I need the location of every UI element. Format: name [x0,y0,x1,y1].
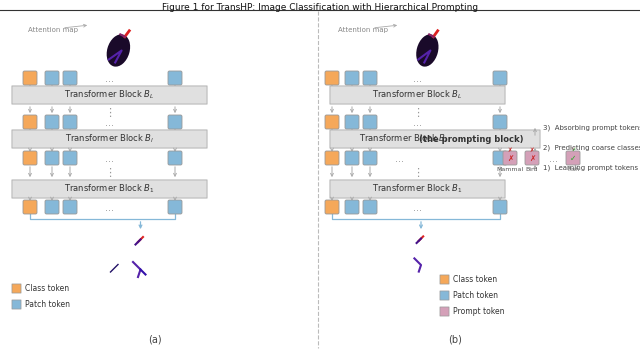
Text: Attention map: Attention map [338,27,388,33]
Text: 2)  Predicting coarse classes: 2) Predicting coarse classes [543,145,640,151]
Text: ...: ... [106,118,115,128]
Text: Bird: Bird [525,167,538,172]
FancyBboxPatch shape [45,200,59,214]
FancyBboxPatch shape [330,86,505,104]
FancyBboxPatch shape [168,71,182,85]
Text: Transformer Block $B_{l}$: Transformer Block $B_{l}$ [65,133,154,145]
Text: Transformer Block $B_{1}$: Transformer Block $B_{1}$ [64,183,155,195]
FancyBboxPatch shape [63,115,77,129]
Text: Figure 1 for TransHP: Image Classification with Hierarchical Prompting: Figure 1 for TransHP: Image Classificati… [162,3,478,12]
FancyBboxPatch shape [23,71,37,85]
Text: Class token: Class token [453,275,497,284]
FancyBboxPatch shape [168,200,182,214]
Text: ✓: ✓ [570,154,576,163]
Text: Patch token: Patch token [25,300,70,309]
Text: ✗: ✗ [508,147,512,152]
FancyBboxPatch shape [325,71,339,85]
FancyBboxPatch shape [23,151,37,165]
FancyBboxPatch shape [363,71,377,85]
FancyBboxPatch shape [12,180,207,198]
Text: ✗: ✗ [507,154,513,163]
Text: Transformer Block $B_{l}$: Transformer Block $B_{l}$ [359,133,448,145]
Text: ...: ... [106,154,115,164]
FancyBboxPatch shape [45,151,59,165]
Text: 1)  Learning prompt tokens: 1) Learning prompt tokens [543,165,638,171]
Text: ✗: ✗ [529,154,535,163]
FancyBboxPatch shape [45,115,59,129]
Text: ⋮: ⋮ [104,168,115,178]
Text: Transformer Block $B_{L}$: Transformer Block $B_{L}$ [372,89,463,101]
FancyBboxPatch shape [63,200,77,214]
Text: ⋮: ⋮ [412,108,423,118]
FancyBboxPatch shape [345,115,359,129]
FancyBboxPatch shape [440,307,449,316]
Text: 3)  Absorbing prompt tokens: 3) Absorbing prompt tokens [543,125,640,131]
Text: Patch token: Patch token [453,291,498,300]
Text: ...: ... [413,203,422,213]
FancyBboxPatch shape [345,151,359,165]
FancyBboxPatch shape [45,71,59,85]
FancyBboxPatch shape [566,151,580,165]
FancyBboxPatch shape [525,151,539,165]
FancyBboxPatch shape [363,115,377,129]
Text: ...: ... [413,74,422,84]
Text: ⋮: ⋮ [104,108,115,118]
FancyBboxPatch shape [168,151,182,165]
Text: ...: ... [106,203,115,213]
FancyBboxPatch shape [325,115,339,129]
Text: Fish: Fish [567,167,579,172]
Text: ✓: ✓ [571,147,575,152]
FancyBboxPatch shape [345,71,359,85]
FancyBboxPatch shape [345,200,359,214]
FancyBboxPatch shape [12,300,21,309]
Text: (the prompting block): (the prompting block) [419,134,524,144]
Text: (a): (a) [148,335,162,345]
FancyBboxPatch shape [440,291,449,300]
FancyBboxPatch shape [168,115,182,129]
Text: ⋮: ⋮ [412,168,423,178]
Text: Transformer Block $B_{1}$: Transformer Block $B_{1}$ [372,183,463,195]
FancyBboxPatch shape [493,71,507,85]
Text: ...: ... [106,74,115,84]
FancyBboxPatch shape [330,130,540,148]
FancyBboxPatch shape [63,71,77,85]
FancyBboxPatch shape [330,180,505,198]
FancyBboxPatch shape [363,151,377,165]
FancyBboxPatch shape [503,151,517,165]
FancyBboxPatch shape [493,115,507,129]
FancyBboxPatch shape [12,130,207,148]
Ellipse shape [107,34,130,67]
FancyBboxPatch shape [325,200,339,214]
Text: (b): (b) [448,335,462,345]
Text: ...: ... [548,154,557,164]
FancyBboxPatch shape [325,151,339,165]
Text: Prompt token: Prompt token [453,307,504,316]
FancyBboxPatch shape [493,151,507,165]
Text: ...: ... [413,118,422,128]
FancyBboxPatch shape [12,284,21,293]
Text: Transformer Block $B_{L}$: Transformer Block $B_{L}$ [65,89,155,101]
FancyBboxPatch shape [12,86,207,104]
FancyBboxPatch shape [23,115,37,129]
Text: ...: ... [396,154,404,164]
Text: Attention map: Attention map [28,27,78,33]
Ellipse shape [416,34,438,67]
FancyBboxPatch shape [440,275,449,284]
Text: Mammal: Mammal [497,167,524,172]
FancyBboxPatch shape [493,200,507,214]
FancyBboxPatch shape [23,200,37,214]
Text: ✗: ✗ [530,147,534,152]
FancyBboxPatch shape [63,151,77,165]
FancyBboxPatch shape [363,200,377,214]
Text: Class token: Class token [25,284,69,293]
